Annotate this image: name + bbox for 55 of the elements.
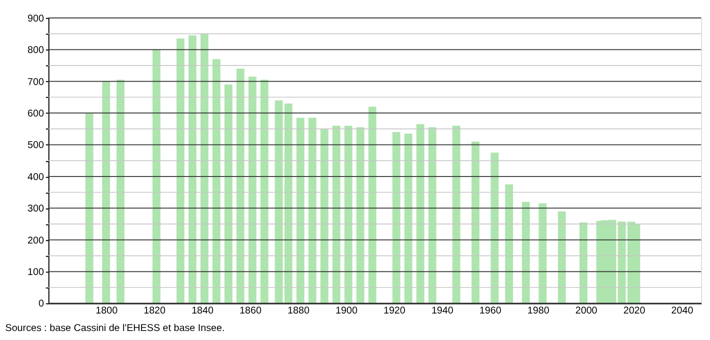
bar	[490, 152, 499, 304]
bar	[236, 68, 244, 304]
y-tick-label: 600	[27, 108, 44, 120]
bar	[176, 38, 184, 304]
x-tick-label: 2000	[575, 306, 598, 317]
bar	[368, 106, 376, 304]
bar	[428, 127, 436, 304]
x-tick-label: 2020	[623, 306, 646, 317]
x-tick-label: 1920	[383, 306, 406, 317]
bar	[116, 80, 124, 304]
bar	[188, 35, 196, 304]
bar	[579, 222, 588, 304]
x-tick-label: 1840	[192, 306, 214, 317]
x-tick-label: 2040	[671, 306, 694, 317]
y-tick-label: 700	[27, 76, 44, 88]
y-tick-label: 500	[27, 140, 44, 152]
y-tick-label: 900	[27, 13, 44, 24]
bar	[102, 81, 110, 304]
x-tick-label: 1940	[431, 306, 454, 317]
x-tick-label: 1980	[527, 306, 550, 317]
bar	[538, 203, 547, 304]
y-tick-label: 100	[27, 267, 44, 278]
bar	[200, 34, 208, 304]
bar	[558, 211, 566, 304]
bar	[344, 126, 352, 304]
x-tick-label: 1860	[240, 306, 262, 317]
x-tick-label: 1960	[479, 306, 502, 317]
bar	[522, 202, 530, 304]
bar	[320, 128, 328, 304]
y-tick-label: 0	[38, 298, 44, 310]
bar	[416, 124, 424, 304]
bar	[308, 118, 316, 304]
x-tick-label: 1880	[288, 306, 310, 317]
x-tick-label: 1800	[96, 306, 118, 317]
bar	[332, 126, 340, 304]
x-tick-label: 1820	[144, 306, 166, 317]
bar	[248, 76, 256, 304]
bar	[452, 126, 460, 304]
y-tick-label: 200	[27, 235, 44, 246]
source-note: Sources : base Cassini de l'EHESS et base Insee.	[5, 322, 225, 334]
bar	[505, 184, 514, 304]
bar	[224, 84, 232, 304]
bar	[212, 59, 220, 304]
bar	[85, 113, 94, 304]
bar	[260, 80, 268, 304]
bar	[392, 132, 400, 304]
bar	[472, 142, 480, 304]
bar	[356, 127, 364, 304]
y-tick-label: 800	[27, 45, 44, 56]
y-tick-label: 400	[27, 172, 44, 183]
bar	[152, 50, 160, 304]
bar	[296, 118, 304, 304]
bar	[404, 134, 412, 304]
x-tick-label: 1900	[335, 306, 358, 317]
y-tick-label: 300	[27, 204, 44, 215]
